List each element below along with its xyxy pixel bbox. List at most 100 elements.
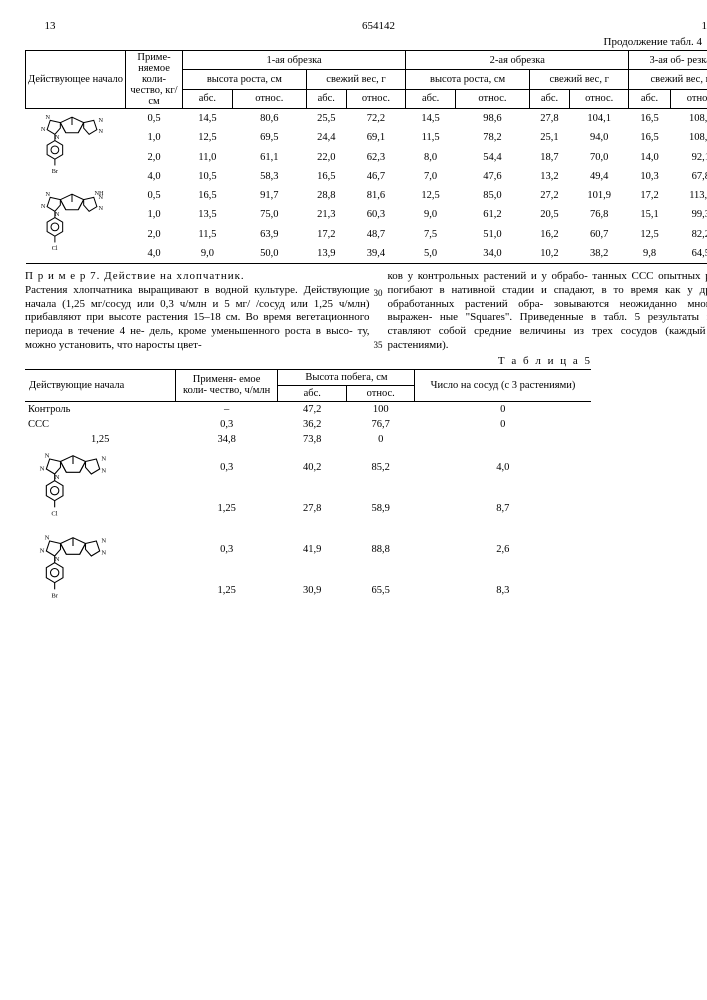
data-cell: 16,5 — [183, 186, 233, 205]
data-cell: 1,25 — [25, 432, 175, 447]
para-left: Растения хлопчатника выращивают в водной… — [25, 284, 370, 351]
table-row: 2,011,563,917,248,77,551,016,260,712,582… — [26, 225, 707, 244]
svg-text:NH: NH — [94, 190, 103, 197]
svg-text:N: N — [101, 537, 106, 544]
data-cell: 81,6 — [346, 186, 405, 205]
t4-abs: абс. — [183, 89, 233, 108]
row-label: N N N N N Br NH — [25, 529, 175, 611]
row-label: Контроль — [25, 401, 175, 417]
data-cell: 13,2 — [529, 167, 569, 186]
data-cell: 20,5 — [529, 205, 569, 224]
data-cell: 10,2 — [529, 244, 569, 263]
data-cell: 24,4 — [306, 128, 346, 147]
svg-text:N: N — [45, 534, 50, 541]
page-num-left: 13 — [25, 20, 75, 32]
data-cell: 15,1 — [629, 205, 670, 224]
data-cell: 21,3 — [306, 205, 346, 224]
data-cell: 67,8 — [670, 167, 707, 186]
svg-text:N: N — [55, 474, 60, 481]
data-cell: 60,3 — [346, 205, 405, 224]
data-cell: 0,5 — [126, 109, 183, 129]
t4-abs: абс. — [406, 89, 456, 108]
data-cell: 8,3 — [415, 570, 591, 611]
data-cell: 4,0 — [415, 447, 591, 488]
data-cell: 36,2 — [278, 417, 346, 432]
table-row: N N N N N Br NH 0,341,988,82,6 — [25, 529, 591, 570]
data-cell: 41,9 — [278, 529, 346, 570]
data-cell: 0,3 — [175, 417, 278, 432]
data-cell: 76,7 — [346, 417, 414, 432]
data-cell: 48,7 — [346, 225, 405, 244]
data-cell: 47,2 — [278, 401, 346, 417]
svg-text:N: N — [101, 455, 106, 462]
table-row: ССС0,336,276,70 — [25, 417, 591, 432]
data-cell: 39,4 — [346, 244, 405, 263]
data-cell: 65,5 — [346, 570, 414, 611]
chemical-structure-icon: N N N N N Cl NH — [28, 449, 118, 524]
data-cell: 28,8 — [306, 186, 346, 205]
data-cell: 58,3 — [232, 167, 306, 186]
data-cell: 7,5 — [406, 225, 456, 244]
t5-h-active: Действующие начала — [25, 369, 175, 401]
svg-text:Br: Br — [51, 592, 58, 599]
data-cell: 108,6 — [670, 109, 707, 129]
chemical-structure-icon: N N N N N Br NH — [27, 111, 117, 181]
example-7-title: П р и м е р 7. Действие на хлопчатник. — [25, 270, 245, 282]
svg-text:N: N — [40, 203, 45, 210]
data-cell: 1,25 — [175, 570, 278, 611]
data-cell: 9,0 — [183, 244, 233, 263]
t4-h-height1: высота роста, см — [183, 70, 307, 89]
table-row: N N N N N Cl NH 0,340,285,24,0 — [25, 447, 591, 488]
data-cell: 11,0 — [183, 148, 233, 167]
t4-h-cut2: 2-ая обрезка — [406, 51, 629, 70]
data-cell: 12,5 — [406, 186, 456, 205]
data-cell: 70,0 — [569, 148, 628, 167]
table-row: 4,09,050,013,939,45,034,010,238,29,864,5 — [26, 244, 707, 263]
data-cell: 14,0 — [629, 148, 670, 167]
table-row: 4,010,558,316,546,77,047,613,249,410,367… — [26, 167, 707, 186]
data-cell: 62,3 — [346, 148, 405, 167]
data-cell: 9,8 — [629, 244, 670, 263]
data-cell: 101,9 — [569, 186, 628, 205]
data-cell: 13,9 — [306, 244, 346, 263]
data-cell: 60,7 — [569, 225, 628, 244]
data-cell: 16,5 — [306, 167, 346, 186]
data-cell: 25,1 — [529, 128, 569, 147]
data-cell: 47,6 — [455, 167, 529, 186]
data-cell: 92,1 — [670, 148, 707, 167]
t4-h-fresh2: свежий вес, г — [529, 70, 628, 89]
data-cell: 38,2 — [569, 244, 628, 263]
data-cell: 88,8 — [346, 529, 414, 570]
data-cell: 64,5 — [670, 244, 707, 263]
data-cell: 12,5 — [183, 128, 233, 147]
table-row: Контроль–47,21000 — [25, 401, 591, 417]
data-cell: 25,5 — [306, 109, 346, 129]
data-cell: 14,5 — [406, 109, 456, 129]
data-cell: 2,0 — [126, 225, 183, 244]
data-cell: 104,1 — [569, 109, 628, 129]
data-cell: 76,8 — [569, 205, 628, 224]
t4-rel: относ. — [455, 89, 529, 108]
data-cell: 58,9 — [346, 488, 414, 529]
t4-abs: абс. — [306, 89, 346, 108]
t5-h-rel: относ. — [346, 385, 414, 401]
data-cell: 12,5 — [629, 225, 670, 244]
data-cell: 4,0 — [126, 167, 183, 186]
svg-text:N: N — [54, 134, 59, 141]
data-cell: 61,1 — [232, 148, 306, 167]
t5-h-shoot: Высота побега, см — [278, 369, 415, 385]
data-cell: 80,6 — [232, 109, 306, 129]
table-5: Действующие начала Применя- емое коли- ч… — [25, 369, 591, 611]
svg-text:N: N — [45, 452, 50, 459]
data-cell: 78,2 — [455, 128, 529, 147]
data-cell: 73,8 — [278, 432, 346, 447]
data-cell: 75,0 — [232, 205, 306, 224]
data-cell: 16,5 — [629, 109, 670, 129]
data-cell: 16,2 — [529, 225, 569, 244]
data-cell: 108,6 — [670, 128, 707, 147]
line-num-35: 35 — [374, 340, 383, 351]
data-cell: 34,8 — [175, 432, 278, 447]
svg-text:Cl: Cl — [51, 510, 57, 517]
table-row: 1,2534,873,80 — [25, 432, 591, 447]
data-cell: 14,5 — [183, 109, 233, 129]
